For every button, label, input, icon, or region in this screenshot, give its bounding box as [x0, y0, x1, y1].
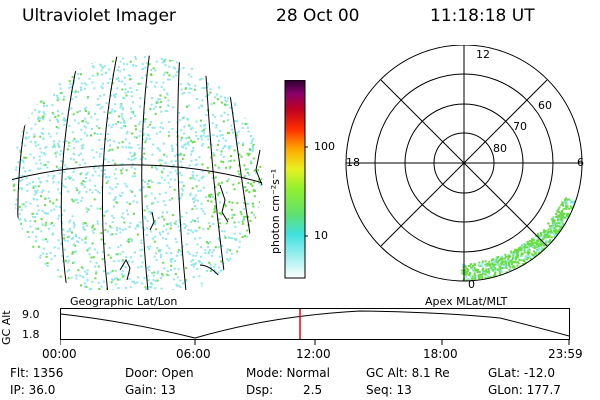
polar-label: Apex MLat/MLT: [425, 295, 508, 308]
mlt-label-12: 12: [476, 48, 490, 61]
colorbar: [284, 80, 308, 279]
gain-value: Gain: 13: [125, 383, 176, 397]
lat-label-70: 70: [513, 120, 527, 133]
dsp-label: Dsp:: [246, 383, 274, 397]
colorbar-tick-10: 10: [314, 229, 328, 242]
altitude-xtick-0600: 06:00: [176, 347, 211, 361]
geographic-latitude: GLat: -12.0: [488, 366, 555, 380]
geographic-longitude: GLon: 177.7: [488, 383, 561, 397]
sequence-number: Seq: 13: [366, 383, 412, 397]
mlt-label-0: 0: [468, 278, 475, 291]
geographic-image: [12, 55, 263, 290]
polar-plot: [345, 45, 583, 282]
geographic-label: Geographic Lat/Lon: [70, 295, 178, 308]
altitude-ytick-1.8: 1.8: [22, 328, 40, 341]
polar-aurora-pixels: [461, 197, 582, 281]
door-status: Door: Open: [125, 366, 194, 380]
instrument-title: Ultraviolet Imager: [22, 6, 176, 26]
altitude-xtick-0000: 00:00: [42, 347, 77, 361]
altitude-ylabel: GC Alt: [0, 310, 13, 345]
mlt-label-18: 18: [346, 156, 360, 169]
ip-value: IP: 36.0: [10, 383, 56, 397]
colorbar-unit-label: photon cm⁻²s⁻¹: [269, 168, 282, 254]
altitude-plot: [60, 308, 570, 345]
altitude-ytick-9: 9.0: [22, 308, 40, 321]
mlt-label-6: 6: [577, 156, 584, 169]
time-label: 11:18:18 UT: [430, 6, 535, 26]
altitude-xtick-2359: 23:59: [548, 347, 583, 361]
gc-altitude: GC Alt: 8.1 Re: [366, 366, 450, 380]
altitude-xtick-1800: 18:00: [423, 347, 458, 361]
dsp-value: 2.5: [303, 383, 323, 397]
altitude-xtick-1200: 12:00: [296, 347, 331, 361]
lat-label-80: 80: [493, 142, 507, 155]
date-label: 28 Oct 00: [276, 6, 360, 26]
mode-value: Mode: Normal: [246, 366, 330, 380]
colorbar-tick-100: 100: [314, 140, 335, 153]
lat-label-60: 60: [538, 99, 552, 112]
flight-number: Flt: 1356: [10, 366, 64, 380]
